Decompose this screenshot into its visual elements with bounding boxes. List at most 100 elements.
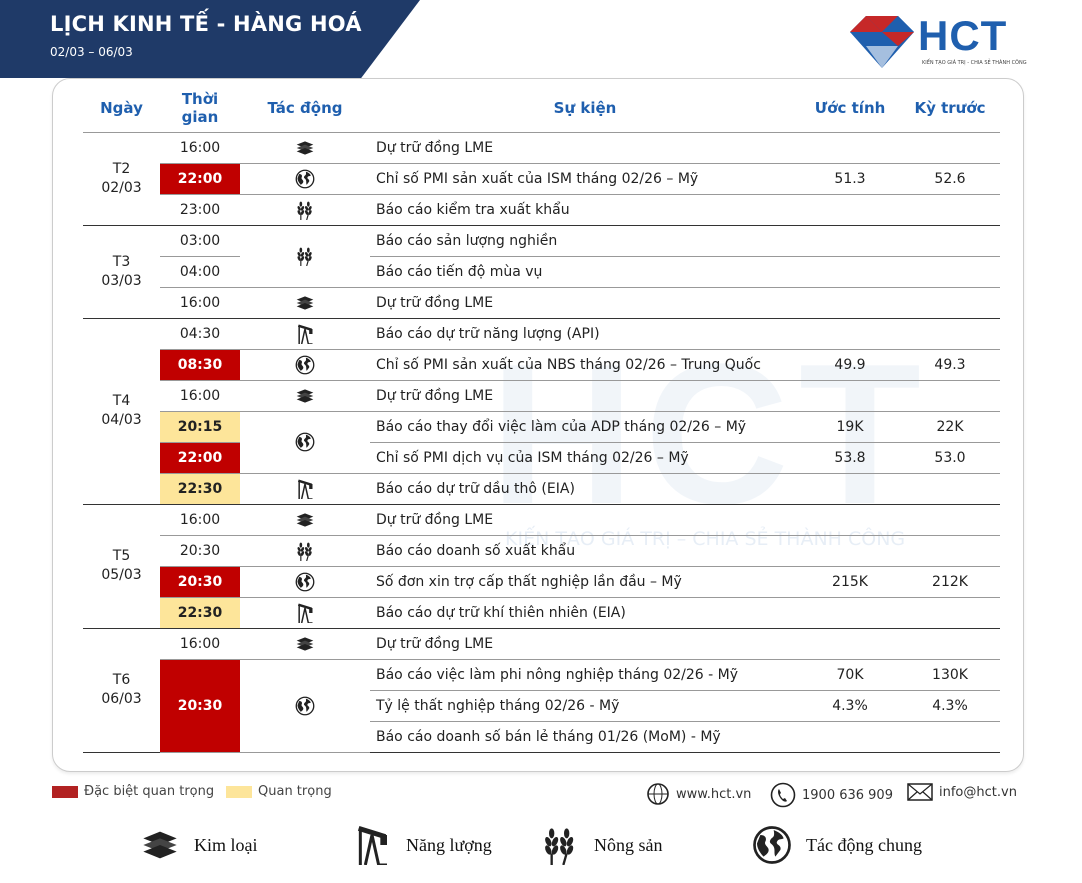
contact-phone[interactable]: 1900 636 909 bbox=[770, 782, 893, 808]
previous-value bbox=[900, 628, 1000, 660]
forecast-value: 4.3% bbox=[800, 690, 900, 722]
forecast-value bbox=[800, 597, 900, 629]
globe-icon bbox=[295, 696, 315, 716]
metal-icon bbox=[295, 386, 315, 406]
wheat-icon bbox=[295, 246, 315, 267]
previous-value bbox=[900, 380, 1000, 412]
previous-value bbox=[900, 194, 1000, 226]
event-name: Báo cáo việc làm phi nông nghiệp tháng 0… bbox=[370, 659, 800, 691]
impact-cell bbox=[240, 597, 370, 629]
table-row: T2 02/03 16:00 Dự trữ đồng LME bbox=[83, 132, 1000, 226]
diamond-logo-icon bbox=[850, 16, 914, 68]
globe-icon bbox=[295, 572, 315, 592]
table-row: Tỷ lệ thất nghiệp tháng 02/26 - Mỹ 4.3% 4.… bbox=[83, 690, 1000, 722]
impact-cell bbox=[240, 411, 370, 474]
day-cell: T3 03/03 bbox=[83, 225, 160, 319]
previous-value: 22K bbox=[900, 411, 1000, 443]
oil-pump-icon bbox=[295, 323, 315, 345]
metal-icon bbox=[295, 293, 315, 313]
time-cell: 16:00 bbox=[160, 628, 240, 660]
logo-text: HCT bbox=[918, 12, 1008, 59]
table-row: 23:00 Báo cáo kiểm tra xuất khẩu bbox=[83, 194, 1000, 226]
day-date: 05/03 bbox=[101, 567, 142, 583]
table-row: 20:30 Số đơn xin trợ cấp thất nghiệp lần… bbox=[83, 566, 1000, 598]
legend-very-important: Đặc biệt quan trọng bbox=[52, 784, 214, 799]
day-date: 04/03 bbox=[101, 412, 142, 428]
day-cell: T5 05/03 bbox=[83, 504, 160, 629]
event-name: Báo cáo doanh số bán lẻ tháng 01/26 (MoM… bbox=[370, 721, 800, 753]
wheat-icon bbox=[540, 825, 580, 866]
table-row: 04:00 Báo cáo tiến độ mùa vụ bbox=[83, 256, 1000, 288]
previous-value bbox=[900, 287, 1000, 319]
day-name: T4 bbox=[112, 393, 131, 409]
forecast-value: 215K bbox=[800, 566, 900, 598]
previous-value: 130K bbox=[900, 659, 1000, 691]
previous-value bbox=[900, 225, 1000, 257]
table-row: T3 03/03 03:00 Báo cáo sản lượng nghiền bbox=[83, 225, 1000, 319]
oil-pump-icon bbox=[352, 825, 392, 867]
impact-cell bbox=[240, 287, 370, 319]
economic-calendar-table: Ngày Thời gian Tác động Sự kiện Ước tính… bbox=[83, 85, 1000, 753]
forecast-value: 51.3 bbox=[800, 163, 900, 195]
col-day: Ngày bbox=[83, 85, 160, 133]
event-name: Báo cáo tiến độ mùa vụ bbox=[370, 256, 800, 288]
col-time: Thời gian bbox=[160, 85, 240, 133]
oil-pump-icon bbox=[295, 602, 315, 624]
day-name: T5 bbox=[112, 548, 131, 564]
impact-cell bbox=[240, 318, 370, 350]
impact-cell bbox=[240, 380, 370, 412]
time-cell: 16:00 bbox=[160, 132, 240, 164]
phone-text[interactable]: 1900 636 909 bbox=[802, 787, 893, 803]
col-previous: Kỳ trước bbox=[900, 85, 1000, 133]
event-name: Tỷ lệ thất nghiệp tháng 02/26 - Mỹ bbox=[370, 690, 800, 722]
forecast-value: 49.9 bbox=[800, 349, 900, 381]
phone-icon bbox=[770, 782, 796, 808]
previous-value: 49.3 bbox=[900, 349, 1000, 381]
time-cell: 20:30 bbox=[160, 535, 240, 567]
forecast-value bbox=[800, 256, 900, 288]
day-cell: T4 04/03 bbox=[83, 318, 160, 505]
time-cell: 04:30 bbox=[160, 318, 240, 350]
metal-icon bbox=[295, 510, 315, 530]
event-name: Dự trữ đồng LME bbox=[370, 628, 800, 660]
time-cell: 20:30 bbox=[160, 566, 240, 598]
table-row: 22:30 Báo cáo dự trữ khí thiên nhiên (EIA… bbox=[83, 597, 1000, 629]
category-agriculture: Nông sản bbox=[540, 825, 663, 866]
forecast-value: 19K bbox=[800, 411, 900, 443]
metal-icon bbox=[140, 825, 180, 865]
time-cell: 20:15 bbox=[160, 411, 240, 443]
category-general: Tác động chung bbox=[752, 825, 922, 865]
metal-icon bbox=[295, 634, 315, 654]
oil-pump-icon bbox=[295, 478, 315, 500]
legend-important: Quan trọng bbox=[226, 784, 332, 799]
impact-cell bbox=[240, 659, 370, 753]
yellow-swatch bbox=[226, 785, 252, 798]
previous-value: 53.0 bbox=[900, 442, 1000, 474]
day-date: 03/03 bbox=[101, 272, 142, 289]
table-row: 16:00 Dự trữ đồng LME bbox=[83, 287, 1000, 319]
time-cell: 22:00 bbox=[160, 163, 240, 195]
event-name: Báo cáo kiểm tra xuất khẩu bbox=[370, 194, 800, 226]
table-row: Báo cáo doanh số bán lẻ tháng 01/26 (MoM… bbox=[83, 721, 1000, 753]
contact-email[interactable]: info@hct.vn bbox=[907, 782, 1017, 802]
website-text[interactable]: www.hct.vn bbox=[676, 786, 752, 802]
table-row: 16:00 Dự trữ đồng LME bbox=[83, 380, 1000, 412]
event-name: Báo cáo dự trữ năng lượng (API) bbox=[370, 318, 800, 350]
mail-icon bbox=[907, 783, 933, 801]
red-swatch bbox=[52, 785, 78, 798]
col-forecast: Ước tính bbox=[800, 85, 900, 133]
previous-value bbox=[900, 535, 1000, 567]
wheat-icon bbox=[295, 200, 315, 220]
email-text[interactable]: info@hct.vn bbox=[939, 784, 1017, 800]
previous-value bbox=[900, 504, 1000, 536]
day-name: T3 bbox=[112, 253, 131, 270]
time-cell: 16:00 bbox=[160, 504, 240, 536]
forecast-value: 70K bbox=[800, 659, 900, 691]
metal-icon bbox=[295, 138, 315, 158]
time-cell: 22:30 bbox=[160, 473, 240, 505]
forecast-value bbox=[800, 225, 900, 257]
previous-value bbox=[900, 318, 1000, 350]
table-row: 08:30 Chỉ số PMI sản xuất của NBS tháng 0… bbox=[83, 349, 1000, 381]
contact-website[interactable]: www.hct.vn bbox=[646, 782, 751, 806]
wheat-icon bbox=[295, 541, 315, 561]
